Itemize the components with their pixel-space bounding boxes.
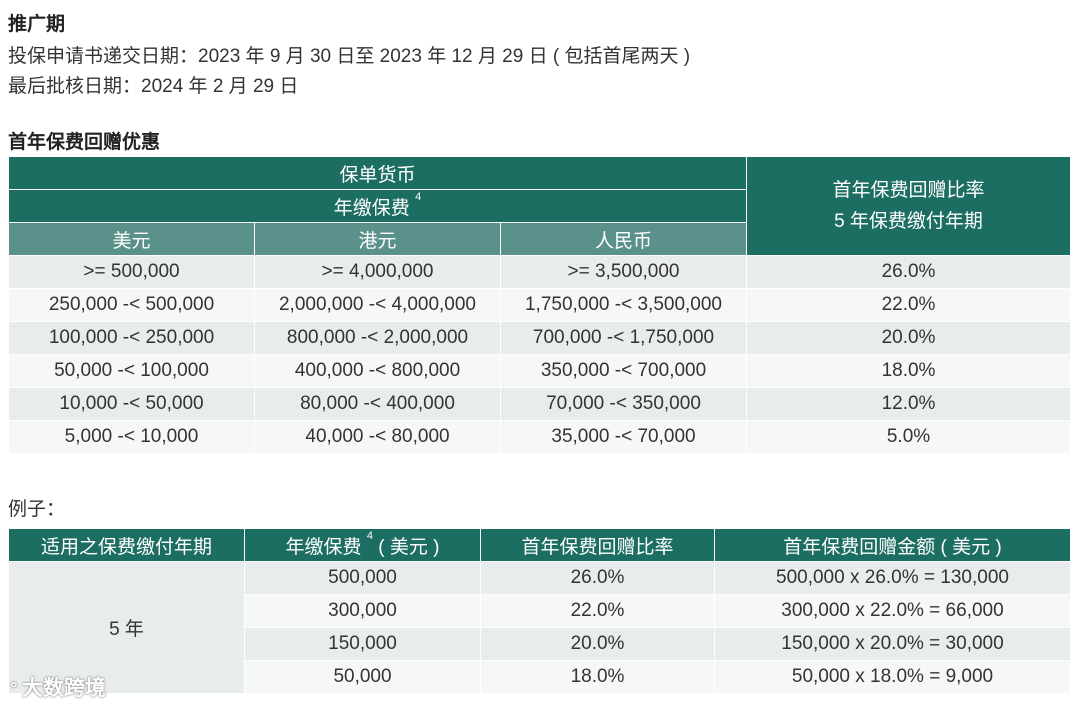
table-row: >= 500,000 >= 4,000,000 >= 3,500,000 26.… [8, 255, 1071, 289]
cell-rate: 20.0% [746, 321, 1071, 355]
col-hkd: 港元 [254, 222, 501, 256]
cell-usd: 100,000 -< 250,000 [8, 321, 255, 355]
cell-usd: 50,000 -< 100,000 [8, 354, 255, 388]
promo-title: 推广期 [8, 14, 66, 35]
watermark-text: 大数跨境 [21, 677, 106, 700]
table-row: 50,000 -< 100,000 400,000 -< 800,000 350… [8, 354, 1071, 388]
col-usd: 美元 [8, 222, 255, 256]
header-currency: 保单货币 [8, 156, 747, 190]
cell-term: 5 年 [8, 561, 245, 694]
header-annual-premium-label: 年缴保费 [285, 536, 362, 558]
approval-date-line: 最后批核日期：2024 年 2 月 29 日 [8, 76, 299, 97]
table-row: 5 年 500,000 26.0% 500,000 x 26.0% = 130,… [8, 561, 1071, 694]
cell-hkd: 40,000 -< 80,000 [254, 420, 501, 454]
header-rate-line2: 5 年保费缴付年期 [834, 211, 983, 232]
cell-rmb: 350,000 -< 700,000 [500, 354, 747, 388]
header-term: 适用之保费缴付年期 [8, 528, 245, 562]
footnote-mark: 4 [415, 190, 422, 203]
cell-premium: 500,000 [244, 561, 481, 595]
cell-usd: 5,000 -< 10,000 [8, 420, 255, 454]
discount-table: 保单货币 首年保费回赠比率 5 年保费缴付年期 年缴保费 4 美元 港元 人民币… [8, 156, 1071, 454]
table-row: 50,000 18.0% 50,000 x 18.0% = 9,000 [9, 660, 1071, 694]
cell-rate: 5.0% [746, 420, 1071, 454]
header-discount-rate: 首年保费回赠比率 [480, 528, 715, 562]
header-rate-line1: 首年保费回赠比率 [832, 180, 985, 201]
cell-hkd: 800,000 -< 2,000,000 [254, 321, 501, 355]
cell-rate: 26.0% [746, 255, 1071, 289]
watermark: ᐤ 大数跨境 [10, 672, 106, 702]
header-annual-premium: 年缴保费 4 ( 美元 ) [244, 528, 481, 562]
header-premium: 年缴保费 4 [8, 189, 747, 223]
cell-amount: 50,000 x 18.0% = 9,000 [714, 660, 1071, 694]
table-row: 150,000 20.0% 150,000 x 20.0% = 30,000 [9, 627, 1071, 661]
cell-rmb: 1,750,000 -< 3,500,000 [500, 288, 747, 322]
table-row: 300,000 22.0% 300,000 x 22.0% = 66,000 [9, 594, 1071, 628]
cell-rate: 18.0% [480, 660, 715, 694]
cell-rmb: 700,000 -< 1,750,000 [500, 321, 747, 355]
cell-rmb: 70,000 -< 350,000 [500, 387, 747, 421]
cell-rate: 20.0% [480, 627, 715, 661]
cell-rate: 26.0% [480, 561, 715, 595]
cell-premium: 50,000 [244, 660, 481, 694]
footnote-mark: 4 [366, 529, 373, 542]
application-date-line: 投保申请书递交日期：2023 年 9 月 30 日至 2023 年 12 月 2… [8, 46, 691, 67]
cell-amount: 300,000 x 22.0% = 66,000 [714, 594, 1071, 628]
table-row: 100,000 -< 250,000 800,000 -< 2,000,000 … [8, 321, 1071, 355]
header-premium-label: 年缴保费 [333, 197, 410, 219]
table-row: 250,000 -< 500,000 2,000,000 -< 4,000,00… [8, 288, 1071, 322]
cell-hkd: 80,000 -< 400,000 [254, 387, 501, 421]
cell-rate: 22.0% [480, 594, 715, 628]
example-title: 例子： [8, 499, 66, 520]
cell-rate: 12.0% [746, 387, 1071, 421]
cell-hkd: 2,000,000 -< 4,000,000 [254, 288, 501, 322]
table-row: 5,000 -< 10,000 40,000 -< 80,000 35,000 … [8, 420, 1071, 454]
cell-rmb: 35,000 -< 70,000 [500, 420, 747, 454]
cell-rate: 22.0% [746, 288, 1071, 322]
cell-usd: 10,000 -< 50,000 [8, 387, 255, 421]
cell-hkd: 400,000 -< 800,000 [254, 354, 501, 388]
cell-amount: 500,000 x 26.0% = 130,000 [714, 561, 1071, 595]
cell-usd: >= 500,000 [8, 255, 255, 289]
cell-amount: 150,000 x 20.0% = 30,000 [714, 627, 1071, 661]
cell-usd: 250,000 -< 500,000 [8, 288, 255, 322]
cell-premium: 300,000 [244, 594, 481, 628]
cell-rmb: >= 3,500,000 [500, 255, 747, 289]
cell-rate: 18.0% [746, 354, 1071, 388]
header-rate: 首年保费回赠比率 5 年保费缴付年期 [746, 156, 1071, 256]
example-table: 适用之保费缴付年期 年缴保费 4 ( 美元 ) 首年保费回赠比率 首年保费回赠金… [8, 528, 1071, 694]
col-rmb: 人民币 [500, 222, 747, 256]
discount-table-title: 首年保费回赠优惠 [8, 132, 161, 153]
header-discount-amount: 首年保费回赠金额 ( 美元 ) [714, 528, 1071, 562]
cell-hkd: >= 4,000,000 [254, 255, 501, 289]
header-annual-premium-unit: ( 美元 ) [378, 536, 440, 558]
cell-premium: 150,000 [244, 627, 481, 661]
watermark-logo-icon: ᐤ [10, 678, 18, 700]
table-row: 10,000 -< 50,000 80,000 -< 400,000 70,00… [8, 387, 1071, 421]
